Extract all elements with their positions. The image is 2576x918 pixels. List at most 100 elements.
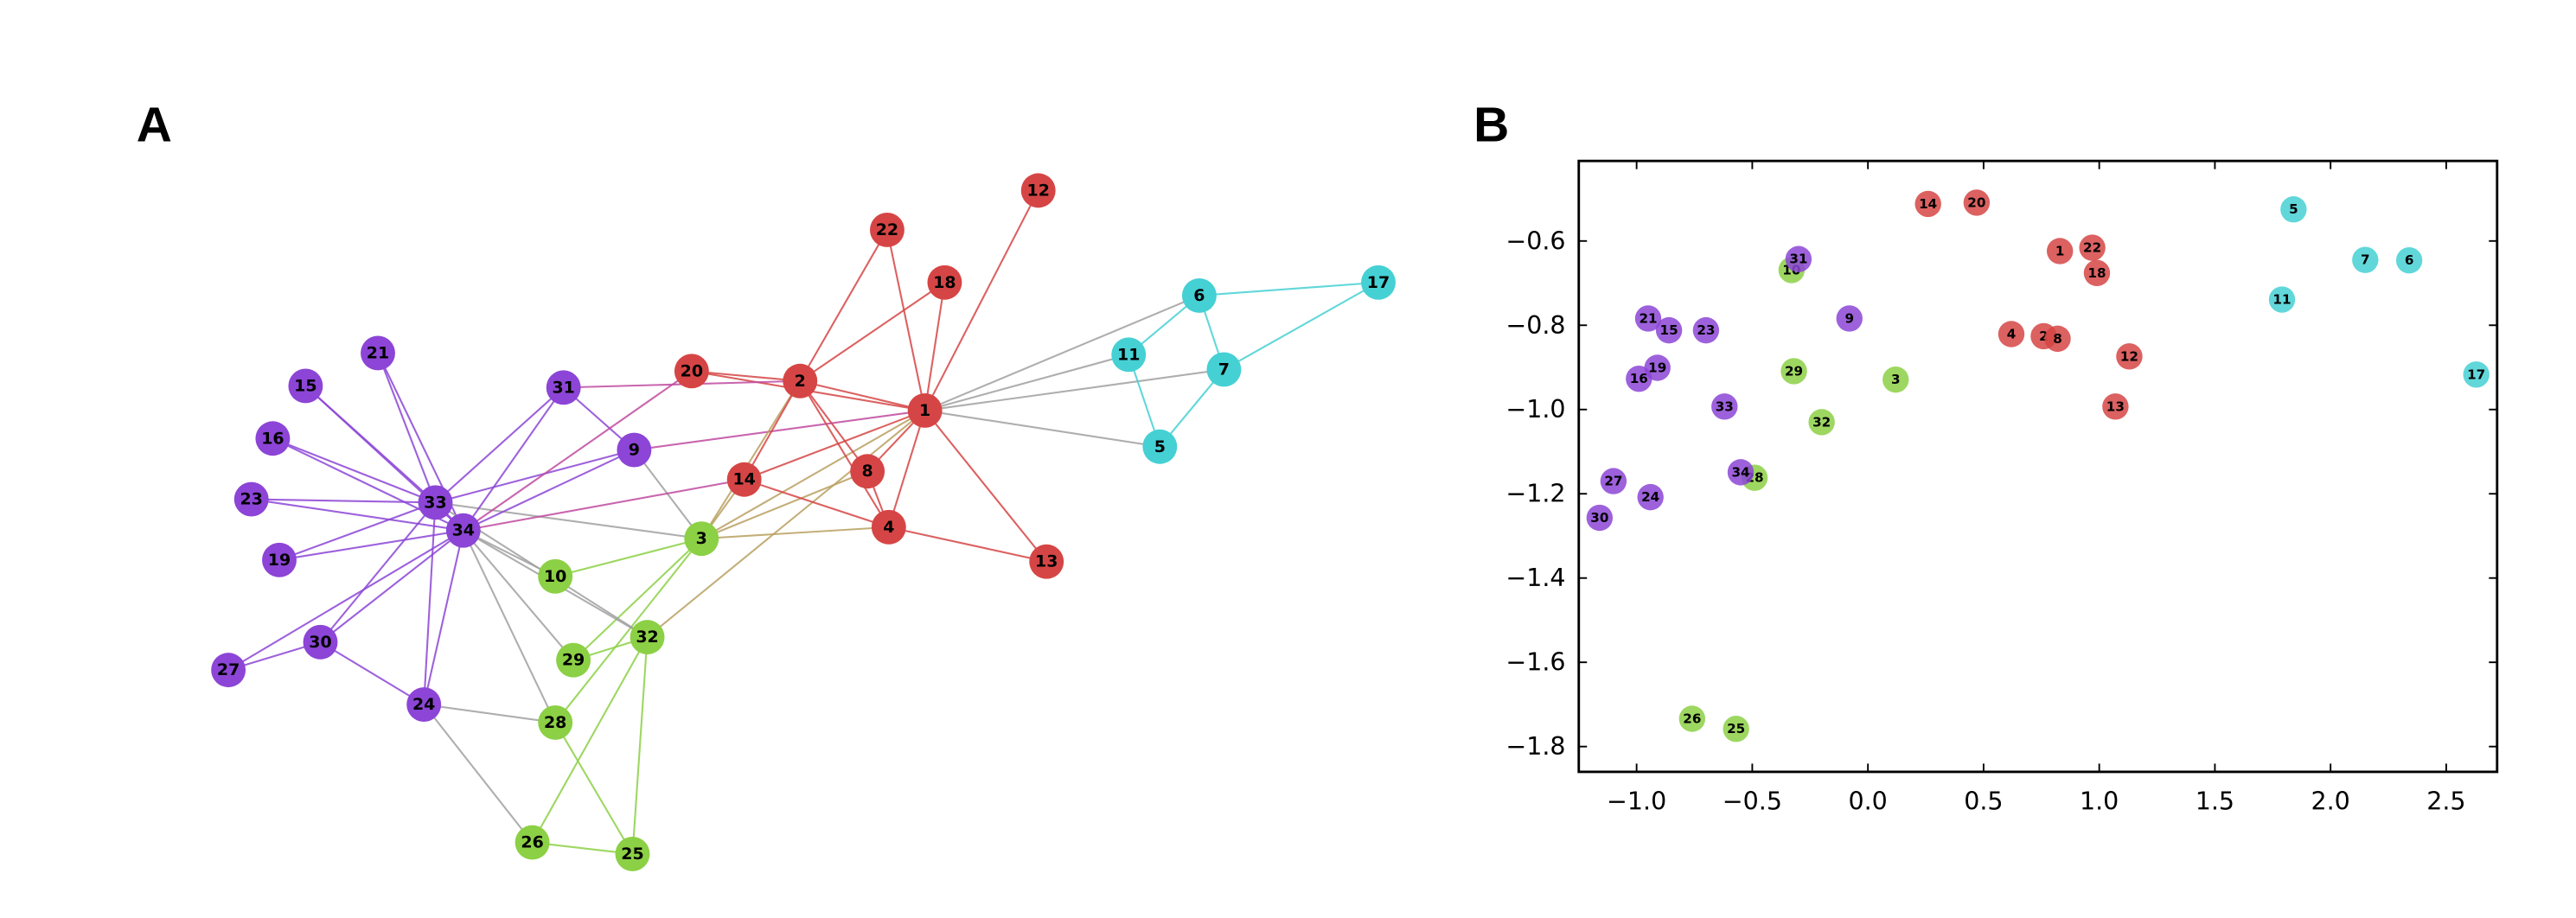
- graph-node: 8: [850, 454, 885, 489]
- point-marker: [2463, 361, 2490, 388]
- x-tick-label: 0.0: [1848, 787, 1887, 816]
- scatter-point: 7: [2352, 246, 2379, 273]
- graph-node: 4: [871, 509, 906, 545]
- panel-b-label: B: [1473, 97, 1509, 152]
- scatter-point: 32: [1808, 409, 1835, 436]
- graph-node: 15: [288, 368, 323, 404]
- point-label: 32: [1812, 414, 1831, 430]
- point-label: 33: [1716, 398, 1734, 414]
- point-label: 27: [1604, 474, 1622, 489]
- node-marker: [630, 620, 665, 655]
- node-marker: [515, 825, 550, 860]
- graph-node: 16: [255, 421, 291, 456]
- point-label: 14: [1919, 196, 1937, 212]
- node-label: 26: [521, 833, 543, 852]
- axis-ticks: −1.0 −0.5 0.0 0.5 1.0 1.5 2.0 2.5 −0.6 −0.8 −1.0 −1…: [1505, 161, 2497, 816]
- plot-frame: [1577, 159, 2499, 774]
- node-label: 18: [933, 273, 956, 292]
- graph-edge: [800, 379, 925, 411]
- graph-node: 11: [1111, 337, 1147, 373]
- node-label: 9: [629, 441, 640, 460]
- graph-node: 1: [907, 393, 943, 428]
- node-marker: [1181, 278, 1217, 313]
- graph-edge: [572, 538, 702, 661]
- point-label: 29: [1785, 363, 1803, 379]
- y-tick-label: −0.8: [1505, 311, 1565, 340]
- graph-edge: [462, 529, 574, 661]
- point-marker: [2083, 259, 2111, 287]
- node-marker: [546, 370, 581, 405]
- scatter-point: 31: [1785, 245, 1812, 272]
- graph-nodes: 1234567891011121314151617181920212223242…: [211, 173, 1396, 871]
- node-marker: [783, 363, 818, 398]
- point-label: 3: [1891, 372, 1901, 387]
- node-marker: [211, 653, 246, 688]
- graph-edge: [434, 386, 565, 504]
- point-marker: [1914, 190, 1941, 218]
- point-label: 15: [1660, 322, 1678, 338]
- graph-edge: [799, 380, 868, 472]
- graph-node: 17: [1361, 265, 1396, 300]
- point-marker: [2268, 286, 2296, 313]
- node-label: 4: [883, 518, 894, 537]
- graph-edge: [888, 526, 1047, 563]
- point-marker: [1586, 504, 1614, 532]
- graph-edge: [251, 498, 436, 504]
- point-marker: [1711, 393, 1738, 420]
- node-label: 28: [544, 713, 566, 732]
- node-label: 30: [309, 633, 331, 652]
- graph-node: 18: [927, 265, 962, 300]
- point-label: 16: [1630, 371, 1648, 386]
- graph-edge: [423, 502, 437, 705]
- node-marker: [233, 481, 269, 517]
- graph-edge: [227, 529, 464, 672]
- node-label: 29: [562, 651, 585, 670]
- scatter-point: 18: [2083, 259, 2111, 287]
- panel-a-label: A: [137, 97, 172, 152]
- scatter-point: 4: [1998, 321, 2025, 347]
- x-tick-label: 0.5: [1964, 787, 2003, 816]
- graph-edge: [278, 529, 463, 561]
- graph-node: 30: [303, 624, 338, 660]
- graph-node: 22: [869, 213, 904, 247]
- graph-edge: [463, 449, 635, 532]
- point-label: 4: [2007, 327, 2017, 342]
- node-label: 10: [544, 567, 566, 586]
- point-marker: [1692, 316, 1720, 344]
- point-marker: [1723, 716, 1749, 743]
- scatter-point: 23: [1692, 316, 1720, 344]
- node-marker: [869, 213, 904, 247]
- point-label: 23: [1697, 322, 1715, 338]
- graph-node: 10: [538, 558, 573, 594]
- point-marker: [2046, 238, 2074, 265]
- graph-edge: [633, 449, 703, 539]
- scatter-point: 22: [2079, 234, 2106, 261]
- graph-node: 33: [418, 485, 453, 520]
- graph-edge: [424, 703, 556, 724]
- node-label: 16: [261, 429, 284, 448]
- scatter-point: 21: [1634, 305, 1662, 332]
- node-marker: [418, 485, 453, 520]
- graph-edge: [462, 386, 565, 532]
- y-tick-label: −1.4: [1505, 564, 1565, 592]
- node-label: 8: [862, 462, 873, 481]
- graph-edge: [463, 478, 745, 532]
- graph-edge: [631, 637, 649, 854]
- graph-edge: [885, 229, 926, 411]
- graph-node: 19: [262, 542, 297, 577]
- graph-node: 26: [515, 825, 550, 860]
- scatter-point: 34: [1727, 459, 1755, 486]
- node-marker: [538, 558, 573, 594]
- graph-edge: [278, 501, 436, 561]
- scatter-point: 5: [2280, 196, 2307, 223]
- graph-edge: [435, 449, 635, 504]
- node-label: 21: [367, 343, 389, 362]
- point-marker: [1808, 409, 1835, 436]
- graph-edge: [924, 295, 1200, 411]
- point-marker: [1727, 459, 1755, 486]
- node-marker: [538, 704, 573, 740]
- node-label: 27: [217, 660, 240, 679]
- point-label: 9: [1844, 310, 1854, 326]
- graph-edge: [319, 501, 437, 643]
- graph-edge: [924, 282, 946, 411]
